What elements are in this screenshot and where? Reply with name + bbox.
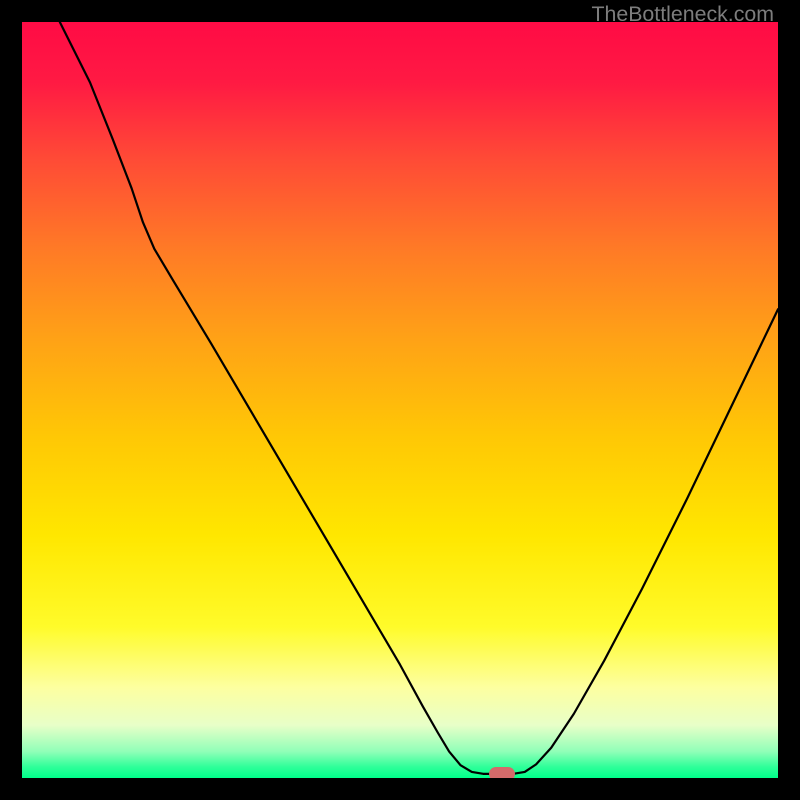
optimal-marker (489, 767, 515, 778)
plot-area (22, 22, 778, 778)
curve-path (60, 22, 778, 774)
bottleneck-curve (22, 22, 778, 778)
watermark-text: TheBottleneck.com (591, 2, 774, 27)
